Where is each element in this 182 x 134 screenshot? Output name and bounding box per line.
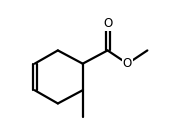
Text: O: O	[103, 17, 112, 30]
Text: O: O	[123, 57, 132, 70]
